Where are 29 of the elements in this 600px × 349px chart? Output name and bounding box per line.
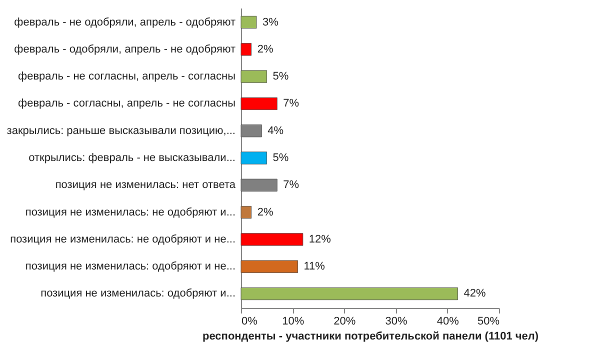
y-tick-label: позиция не изменилась: не одобряют и... — [25, 206, 236, 218]
x-tick-label: 20% — [334, 316, 356, 328]
y-tick-label: открылись: февраль - не высказывали... — [28, 152, 236, 164]
data-label: 7% — [283, 179, 300, 192]
data-label: 2% — [257, 43, 274, 56]
x-tick-label: 0% — [242, 316, 258, 328]
y-tick-label: позиция не изменилась: одобряют и... — [40, 288, 236, 300]
data-label: 5% — [272, 152, 289, 164]
x-tick-label: 30% — [385, 316, 408, 328]
x-tick-label: 50% — [477, 316, 500, 328]
x-tick-label: 40% — [436, 316, 460, 328]
data-label: 12% — [308, 233, 332, 246]
y-tick-label: февраль - согласны, апрель - не согласны — [18, 98, 236, 110]
y-tick-label: февраль - не согласны, апрель - согласны — [18, 70, 236, 83]
data-label: 7% — [283, 98, 300, 110]
y-tick-label: февраль - не одобряли, апрель - одобряют — [14, 16, 236, 28]
y-tick-label: закрылись: раньше высказывали позицию,... — [6, 124, 236, 137]
y-tick-label: позиция не изменилась: одобряют и не... — [25, 260, 236, 273]
data-label: 3% — [262, 16, 279, 28]
data-label: 11% — [304, 260, 326, 273]
data-label: 4% — [268, 124, 284, 137]
y-tick-label: февраль - одобряли, апрель - не одобряют — [14, 43, 236, 56]
y-tick-label: позиция не изменилась: нет ответа — [55, 179, 236, 192]
data-label: 2% — [257, 206, 274, 218]
x-axis-title: респонденты - участники потребительской панели (1101 чел) — [202, 330, 539, 342]
x-tick-label: 10% — [282, 316, 304, 328]
data-label: 5% — [272, 70, 289, 83]
data-label: 42% — [464, 288, 486, 300]
y-tick-label: позиция не изменилась: не одобряют и не... — [10, 233, 236, 246]
